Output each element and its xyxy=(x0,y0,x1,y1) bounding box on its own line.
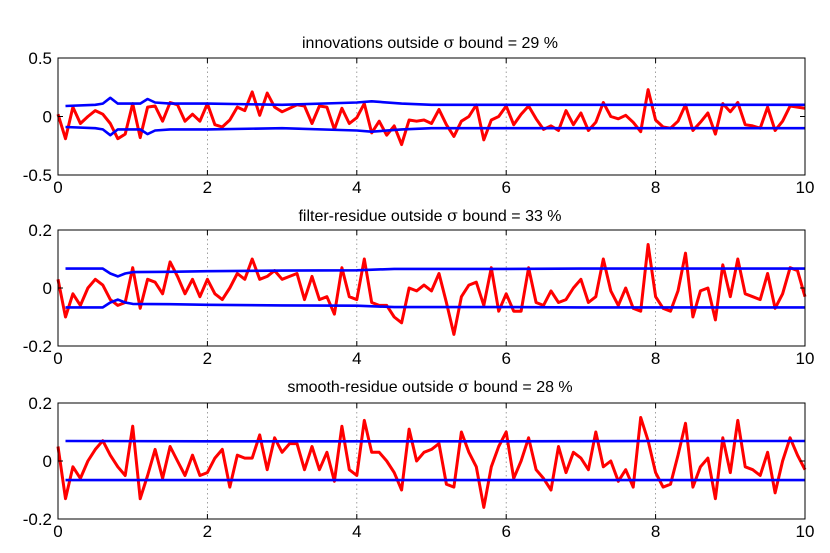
smooth-residue-title-suffix: bound = 28 % xyxy=(469,379,573,396)
smooth-residue-xtick-label: 6 xyxy=(501,522,510,541)
innovations-ytick-label: 0.5 xyxy=(28,49,52,68)
filter-residue-xtick-label: 10 xyxy=(796,349,815,368)
innovations-xtick-label: 4 xyxy=(352,178,361,197)
smooth-residue-ytick-label: -0.2 xyxy=(23,510,52,529)
smooth-residue-signal-line xyxy=(56,416,807,509)
filter-residue-xtick-label: 2 xyxy=(203,349,212,368)
sigma-symbol: σ xyxy=(447,206,458,225)
innovations-xtick-label: 2 xyxy=(203,178,212,197)
innovations-xtick-label: 10 xyxy=(796,178,815,197)
sigma-symbol: σ xyxy=(443,33,454,52)
innovations-title-suffix: bound = 29 % xyxy=(454,35,558,52)
filter-residue-xtick-label: 4 xyxy=(352,349,361,368)
filter-residue-title-prefix: filter-residue outside xyxy=(298,208,447,225)
filter-residue-plot: 0 2 4 6 8 10-0.200.2 xyxy=(23,221,815,368)
innovations-ytick-label: 0 xyxy=(43,108,52,127)
innovations-upper-bound-line xyxy=(65,96,805,108)
filter-residue-lower-bound-line xyxy=(65,298,805,309)
smooth-residue-panel: smooth-residue outside σ bound = 28 % 0 2… xyxy=(23,377,815,541)
innovations-xtick-label: 6 xyxy=(501,178,510,197)
innovations-lower-bound-line xyxy=(65,125,805,137)
smooth-residue-xtick-label: 4 xyxy=(352,522,361,541)
smooth-residue-ytick-label: 0 xyxy=(43,452,52,471)
smooth-residue-ytick-label: 0.2 xyxy=(28,394,52,413)
innovations-panel: innovations outside σ bound = 29 % 0 2 4 6 8… xyxy=(23,33,815,197)
filter-residue-xtick-label: 6 xyxy=(501,349,510,368)
sigma-symbol: σ xyxy=(458,377,469,396)
innovations-plot: 0 2 4 6 8 10-0.500.5 xyxy=(23,49,815,197)
smooth-residue-plot: 0 2 4 6 8 10-0.200.2 xyxy=(23,394,815,541)
smooth-residue-title-prefix: smooth-residue outside xyxy=(287,379,458,396)
smooth-residue-xtick-label: 2 xyxy=(203,522,212,541)
innovations-title-prefix: innovations outside xyxy=(302,35,443,52)
smooth-residue-title: smooth-residue outside σ bound = 28 % xyxy=(287,377,572,396)
filter-residue-signal-line xyxy=(56,243,807,336)
filter-residue-panel: filter-residue outside σ bound = 33 % 0 2… xyxy=(23,206,815,368)
smooth-residue-xtick-label: 8 xyxy=(651,522,660,541)
innovations-signal-line xyxy=(56,88,806,147)
filter-residue-xtick-label: 8 xyxy=(651,349,660,368)
innovations-xtick-label: 8 xyxy=(651,178,660,197)
filter-residue-ytick-label: 0 xyxy=(43,279,52,298)
filter-residue-upper-bound-line xyxy=(65,267,805,278)
filter-residue-ytick-label: -0.2 xyxy=(23,337,52,356)
innovations-xtick-label: 0 xyxy=(53,178,62,197)
innovations-title: innovations outside σ bound = 29 % xyxy=(302,33,558,52)
innovations-ytick-label: -0.5 xyxy=(23,166,52,185)
smooth-residue-axes-frame xyxy=(57,402,806,520)
filter-residue-ytick-label: 0.2 xyxy=(28,221,52,240)
smooth-residue-xtick-label: 10 xyxy=(796,522,815,541)
innovations-axes-frame xyxy=(57,57,806,176)
filter-residue-title: filter-residue outside σ bound = 33 % xyxy=(298,206,561,225)
filter-residue-title-suffix: bound = 33 % xyxy=(458,208,562,225)
smooth-residue-xtick-label: 0 xyxy=(53,522,62,541)
filter-residue-xtick-label: 0 xyxy=(53,349,62,368)
